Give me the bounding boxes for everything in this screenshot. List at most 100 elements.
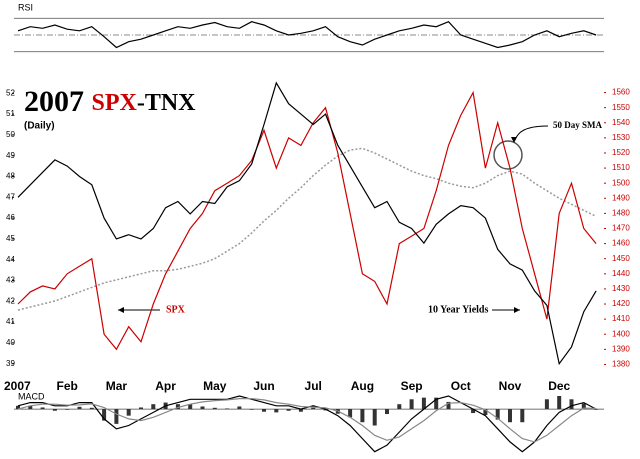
histogram-bar <box>581 403 586 410</box>
y-tick-label: 44 <box>6 255 15 264</box>
histogram-bar <box>65 409 70 410</box>
histogram-bar <box>262 409 266 412</box>
histogram-bar <box>569 399 574 410</box>
y-tick-label: 41 <box>6 317 15 326</box>
histogram-bar <box>52 409 57 411</box>
yield-annotation: 10 Year Yields <box>428 304 488 315</box>
series-line <box>17 395 597 453</box>
y-tick-label: 42 <box>6 296 15 305</box>
histogram-bar <box>385 409 389 415</box>
x-tick-label: Aug <box>351 379 374 393</box>
histogram-bar <box>212 407 217 410</box>
y2-tick-label: 1520 <box>612 148 630 157</box>
x-tick-label: Jun <box>253 379 274 393</box>
title-year: 2007 <box>24 85 84 118</box>
y2-tick-label: 1480 <box>612 209 630 218</box>
series-line <box>17 398 597 443</box>
histogram-bar <box>16 405 20 410</box>
y2-tick-label: 1430 <box>612 284 630 293</box>
y2-tick-label: 1440 <box>612 269 630 278</box>
rsi-label: RSI <box>18 2 33 12</box>
histogram-bar <box>557 396 562 410</box>
y-tick-label: 40 <box>6 338 15 347</box>
histogram-bar <box>594 409 599 410</box>
title-spx: SPX <box>92 90 138 116</box>
histogram-bar <box>114 409 119 424</box>
histogram-bar <box>274 409 279 413</box>
y2-tick-label: 1470 <box>612 224 630 233</box>
y-tick-label: 51 <box>6 109 15 118</box>
x-tick-label: Jul <box>305 379 322 393</box>
y2-tick-label: 1390 <box>612 344 630 353</box>
histogram-bar <box>495 409 500 420</box>
arrow-head <box>514 307 520 313</box>
x-tick-label: Oct <box>451 379 471 393</box>
y-tick-label: 45 <box>6 234 15 243</box>
y2-tick-label: 1450 <box>612 254 630 263</box>
sma-circle <box>493 140 523 170</box>
histogram-bar <box>89 407 94 410</box>
y2-tick-label: 1380 <box>612 360 630 369</box>
histogram-bar <box>397 404 402 410</box>
y-tick-label: 52 <box>6 88 15 97</box>
histogram-bar <box>237 406 242 410</box>
x-tick-label: Mar <box>106 379 128 393</box>
histogram-bar <box>102 409 107 421</box>
y2-tick-label: 1410 <box>612 314 630 323</box>
y2-tick-label: 1500 <box>612 178 630 187</box>
histogram-bar <box>40 407 45 410</box>
arrow-head <box>118 307 124 313</box>
y2-tick-label: 1530 <box>612 133 630 142</box>
y-tick-label: 46 <box>6 213 15 222</box>
histogram-bar <box>188 404 193 410</box>
histogram-bar <box>372 409 377 426</box>
histogram-bar <box>77 406 82 410</box>
spx-annotation: SPX <box>166 304 186 315</box>
histogram-bar <box>471 409 476 414</box>
x-tick-label: Sep <box>401 379 423 393</box>
series-line <box>17 90 597 351</box>
arrow-head <box>511 137 517 143</box>
chart-title: 2007 SPX-TNX <box>24 85 196 118</box>
histogram-bar <box>139 407 143 410</box>
histogram-bar <box>434 397 439 410</box>
y2-tick-label: 1420 <box>612 299 630 308</box>
histogram-bar <box>286 409 291 411</box>
series-line <box>17 147 597 311</box>
x-tick-label: Feb <box>57 379 78 393</box>
histogram-bar <box>520 409 525 423</box>
subtitle: (Daily) <box>24 121 55 132</box>
histogram-bar <box>409 399 414 410</box>
histogram-bar <box>483 409 488 416</box>
histogram-bar <box>421 397 426 410</box>
histogram-bar <box>249 409 254 410</box>
histogram-bar <box>28 405 33 410</box>
series-line <box>17 20 597 49</box>
x-tick-label: Dec <box>548 379 570 393</box>
title-tnx: -TNX <box>137 90 196 116</box>
histogram-bar <box>508 409 512 423</box>
y-tick-label: 39 <box>6 359 15 368</box>
x-tick-label: Apr <box>155 379 176 393</box>
histogram-bar <box>175 404 180 410</box>
x-tick-label: May <box>203 379 227 393</box>
histogram-bar <box>151 404 156 410</box>
histogram-bar <box>348 409 353 418</box>
series-line <box>17 81 597 366</box>
histogram-bar <box>298 409 303 412</box>
macd-label: MACD <box>18 391 45 401</box>
histogram-bar <box>360 409 365 423</box>
histogram-bar <box>200 406 205 410</box>
y-tick-label: 43 <box>6 276 15 285</box>
y2-tick-label: 1560 <box>612 88 630 97</box>
histogram-bar <box>446 401 451 410</box>
y2-tick-label: 1400 <box>612 329 630 338</box>
x-tick-label: Nov <box>499 379 522 393</box>
annotations: SPX 10 Year Yields 50 Day SMA <box>118 120 602 315</box>
histogram-bar <box>225 408 230 410</box>
y-tick-label: 49 <box>6 151 15 160</box>
histogram-bar <box>311 407 316 410</box>
y2-tick-label: 1550 <box>612 103 630 112</box>
y-tick-label: 50 <box>6 130 15 139</box>
